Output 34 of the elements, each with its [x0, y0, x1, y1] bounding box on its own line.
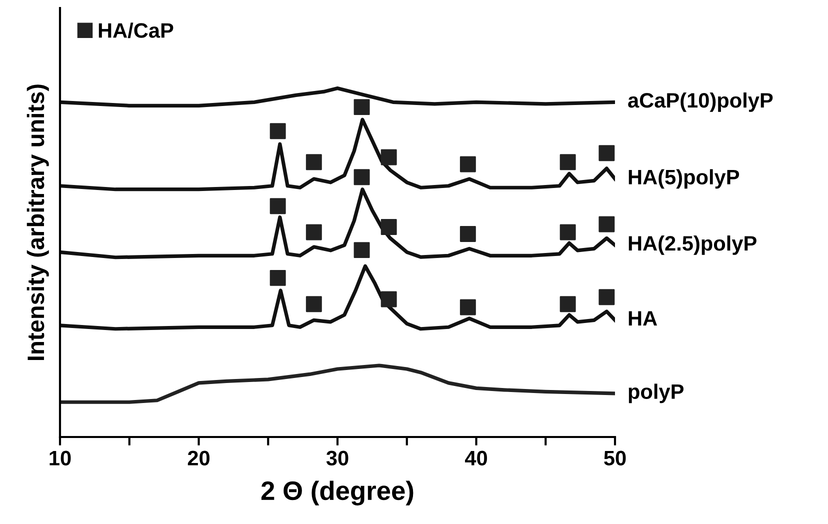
point [380, 219, 397, 236]
point [354, 242, 370, 258]
x-tick-label: 50 [604, 450, 626, 466]
y-axis-title: Intensity (arbitrary units) [26, 84, 49, 360]
point [460, 299, 476, 316]
point [306, 224, 322, 240]
point [380, 149, 397, 166]
point [306, 296, 322, 312]
point [598, 216, 615, 232]
legend-label: HA/CaP [98, 22, 174, 38]
x-tick-label: 30 [326, 450, 348, 466]
point [354, 99, 370, 116]
series-label: HA(5)polyP [628, 169, 740, 189]
point [598, 289, 615, 306]
point [560, 224, 576, 240]
point [598, 145, 615, 162]
point [460, 156, 476, 172]
point [270, 198, 286, 214]
series-label: HA [628, 311, 658, 326]
point [380, 291, 397, 308]
point [354, 169, 370, 186]
point [270, 270, 286, 286]
series-label: HA(2.5)polyP [628, 235, 756, 255]
point [270, 123, 286, 140]
x-tick-label: 20 [188, 450, 210, 466]
point [560, 296, 576, 312]
point [460, 226, 476, 242]
x-axis-title: 2 Θ (degree) [261, 480, 414, 506]
series-label: aCaP(10)polyP [628, 92, 773, 112]
series-label: polyP [628, 384, 684, 404]
x-tick-label: 10 [50, 450, 71, 466]
x-tick-label: 40 [464, 450, 487, 466]
point [560, 154, 576, 170]
point [306, 154, 322, 170]
